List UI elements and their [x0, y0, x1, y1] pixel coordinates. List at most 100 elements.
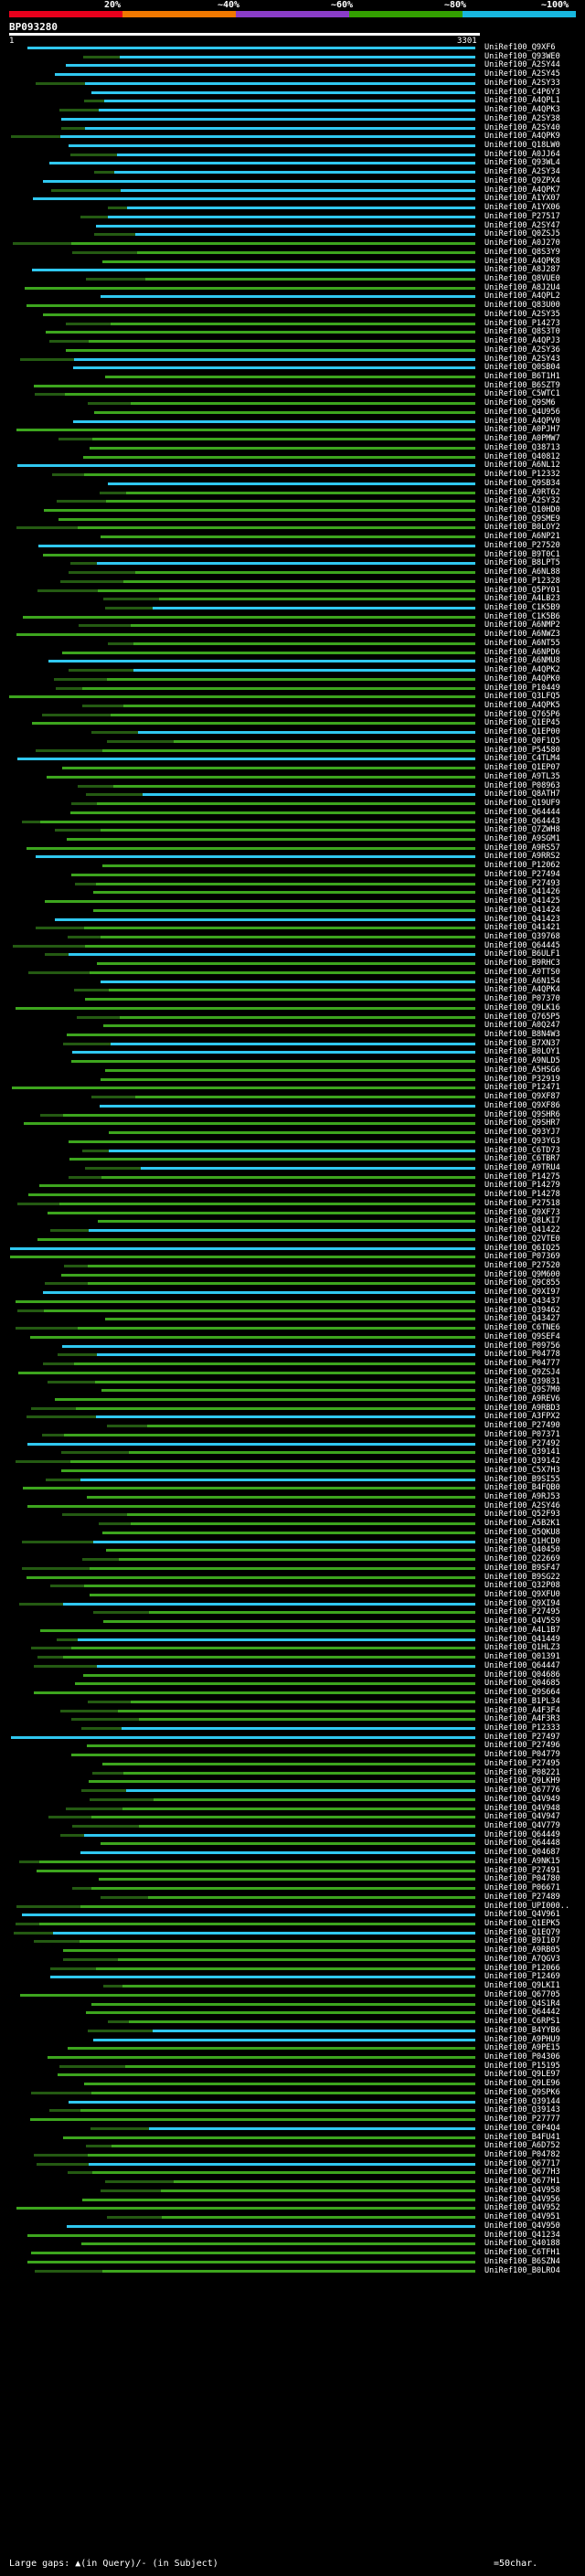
hit-label[interactable]: UniRef100_A7QGV3 [484, 1954, 560, 1964]
hit-label[interactable]: UniRef100_P04306 [484, 2051, 560, 2062]
hit-label[interactable]: UniRef100_A2SY45 [484, 69, 560, 80]
hit-label[interactable]: UniRef100_A2SY40 [484, 122, 560, 133]
hit-label[interactable]: UniRef100_B4YYB6 [484, 2025, 560, 2035]
hit-label[interactable]: UniRef100_Q1EPK5 [484, 1919, 560, 1929]
hit-label[interactable]: UniRef100_A2SY44 [484, 60, 560, 70]
hit-label[interactable]: UniRef100_Q9XF6 [484, 43, 556, 52]
hit-label[interactable]: UniRef100_Q41422 [484, 1225, 560, 1235]
hit-label[interactable]: UniRef100_Q19UF9 [484, 799, 560, 809]
hit-label[interactable]: UniRef100_A6NWZ3 [484, 630, 560, 640]
hit-label[interactable]: UniRef100_A2SY46 [484, 1500, 560, 1511]
hit-label[interactable]: UniRef100_A6NP21 [484, 532, 560, 542]
hit-label[interactable]: UniRef100_P04779 [484, 1750, 560, 1760]
hit-label[interactable]: UniRef100_A9RRS2 [484, 852, 560, 862]
hit-label[interactable]: UniRef100_Q9XF87 [484, 1092, 560, 1102]
hit-label[interactable]: UniRef100_B7XN37 [484, 1038, 560, 1048]
hit-label[interactable]: UniRef100_P27496 [484, 1741, 560, 1751]
hit-label[interactable]: UniRef100_Q39144 [484, 2096, 560, 2106]
hit-label[interactable]: UniRef100_A2SY34 [484, 167, 560, 177]
hit-label[interactable]: UniRef100_A9PE15 [484, 2043, 560, 2053]
hit-label[interactable]: UniRef100_P14279 [484, 1181, 560, 1191]
hit-label[interactable]: UniRef100_A2SY43 [484, 354, 560, 364]
hit-label[interactable]: UniRef100_Q52F93 [484, 1510, 560, 1520]
hit-label[interactable]: UniRef100_P27495 [484, 1758, 560, 1768]
hit-label[interactable]: UniRef100_B4FU41 [484, 2132, 560, 2142]
hit-label[interactable]: UniRef100_A6NL12 [484, 461, 560, 471]
hit-label[interactable]: UniRef100_C1K5B9 [484, 602, 560, 612]
hit-label[interactable]: UniRef100_A8J2U4 [484, 282, 560, 292]
hit-label[interactable]: UniRef100_A4QPK0 [484, 673, 560, 684]
hit-label[interactable]: UniRef100_Q0F1Q5 [484, 736, 560, 746]
hit-label[interactable]: UniRef100_Q18LW0 [484, 141, 560, 151]
hit-label[interactable]: UniRef100_A6NMU8 [484, 656, 560, 666]
hit-label[interactable]: UniRef100_P07371 [484, 1429, 560, 1439]
hit-label[interactable]: UniRef100_B9SI55 [484, 1474, 560, 1484]
hit-label[interactable]: UniRef100_Q765P5 [484, 1012, 560, 1022]
hit-label[interactable]: UniRef100_A4QPJ3 [484, 336, 560, 346]
hit-label[interactable]: UniRef100_A2SY47 [484, 220, 560, 230]
hit-label[interactable]: UniRef100_Q39462 [484, 1305, 560, 1315]
hit-label[interactable]: UniRef100_Q4V779 [484, 1821, 560, 1830]
hit-label[interactable]: UniRef100_A4LB23 [484, 594, 560, 604]
hit-label[interactable]: UniRef100_Q22669 [484, 1554, 560, 1564]
hit-label[interactable]: UniRef100_C5WTC1 [484, 389, 560, 399]
hit-label[interactable]: UniRef100_A9RJ53 [484, 1491, 560, 1501]
hit-label[interactable]: UniRef100_Q9XF73 [484, 1207, 560, 1217]
hit-label[interactable]: UniRef100_A4QPK8 [484, 256, 560, 266]
hit-label[interactable]: UniRef100_Q01391 [484, 1652, 560, 1662]
hit-label[interactable]: UniRef100_A9NLD5 [484, 1056, 560, 1066]
hit-label[interactable]: UniRef100_A4QPK2 [484, 665, 560, 675]
hit-label[interactable]: UniRef100_P54580 [484, 745, 560, 755]
hit-label[interactable]: UniRef100_Q9SM6 [484, 398, 556, 408]
hit-label[interactable]: UniRef100_P07369 [484, 1252, 560, 1262]
hit-label[interactable]: UniRef100_P04778 [484, 1350, 560, 1360]
hit-label[interactable]: UniRef100_A9SGM1 [484, 833, 560, 843]
hit-label[interactable]: UniRef100_Q4V952 [484, 2203, 560, 2213]
hit-label[interactable]: UniRef100_C6TFH1 [484, 2248, 560, 2258]
hit-label[interactable]: UniRef100_P12471 [484, 1083, 560, 1093]
hit-label[interactable]: UniRef100_Q41449 [484, 1634, 560, 1644]
hit-label[interactable]: UniRef100_Q41421 [484, 923, 560, 933]
hit-label[interactable]: UniRef100_Q8VUE0 [484, 273, 560, 283]
hit-label[interactable]: UniRef100_P27492 [484, 1438, 560, 1448]
hit-label[interactable]: UniRef100_Q40812 [484, 451, 560, 461]
hit-label[interactable]: UniRef100_Q93WE0 [484, 51, 560, 61]
hit-label[interactable]: UniRef100_Q39141 [484, 1447, 560, 1458]
hit-label[interactable]: UniRef100_P27491 [484, 1865, 560, 1875]
hit-label[interactable]: UniRef100_C0P4Q4 [484, 2123, 560, 2133]
hit-label[interactable]: UniRef100_Q43427 [484, 1314, 560, 1324]
hit-label[interactable]: UniRef100_P27520 [484, 1261, 560, 1270]
hit-label[interactable]: UniRef100_Q10HD0 [484, 504, 560, 514]
hit-label[interactable]: UniRef100_Q4V949 [484, 1794, 560, 1804]
hit-label[interactable]: UniRef100_B8LPT5 [484, 558, 560, 568]
hit-label[interactable]: UniRef100_Q4S1R4 [484, 1998, 560, 2009]
hit-label[interactable]: UniRef100_Q8S3Y9 [484, 247, 560, 257]
hit-label[interactable]: UniRef100_Q0SB04 [484, 363, 560, 373]
hit-label[interactable]: UniRef100_Q9XF86 [484, 1100, 560, 1110]
hit-label[interactable]: UniRef100_Q8ATH7 [484, 790, 560, 800]
hit-label[interactable]: UniRef100_A6NPD6 [484, 647, 560, 657]
hit-label[interactable]: UniRef100_A0PMW7 [484, 434, 560, 444]
hit-label[interactable]: UniRef100_P14273 [484, 318, 560, 328]
hit-label[interactable]: UniRef100_A0JJ64 [484, 149, 560, 159]
hit-label[interactable]: UniRef100_Q93WL4 [484, 158, 560, 168]
hit-label[interactable]: UniRef100_A9PHU9 [484, 2034, 560, 2044]
hit-label[interactable]: UniRef100_A9REV6 [484, 1394, 560, 1404]
hit-label[interactable]: UniRef100_P27520 [484, 540, 560, 550]
hit-label[interactable]: UniRef100_A4QPK4 [484, 985, 560, 995]
hit-label[interactable]: UniRef100_B1PL34 [484, 1696, 560, 1706]
hit-label[interactable]: UniRef100_Q9S7M0 [484, 1385, 560, 1395]
hit-label[interactable]: UniRef100_A4QPK3 [484, 105, 560, 115]
hit-label[interactable]: UniRef100_Q41234 [484, 2230, 560, 2240]
hit-label[interactable]: UniRef100_Q4V5S9 [484, 1617, 560, 1627]
hit-label[interactable]: UniRef100_Q9SME9 [484, 514, 560, 524]
hit-label[interactable]: UniRef100_A1YX07 [484, 194, 560, 204]
hit-label[interactable]: UniRef100_Q41425 [484, 896, 560, 906]
hit-label[interactable]: UniRef100_P12328 [484, 576, 560, 586]
hit-label[interactable]: UniRef100_P27777 [484, 2115, 560, 2125]
hit-label[interactable]: UniRef100_B0LOY2 [484, 523, 560, 533]
hit-label[interactable]: UniRef100_P27489 [484, 1892, 560, 1902]
hit-label[interactable]: UniRef100_Q32P08 [484, 1581, 560, 1591]
hit-label[interactable]: UniRef100_A4QPV0 [484, 416, 560, 426]
hit-label[interactable]: UniRef100_Q39768 [484, 932, 560, 941]
